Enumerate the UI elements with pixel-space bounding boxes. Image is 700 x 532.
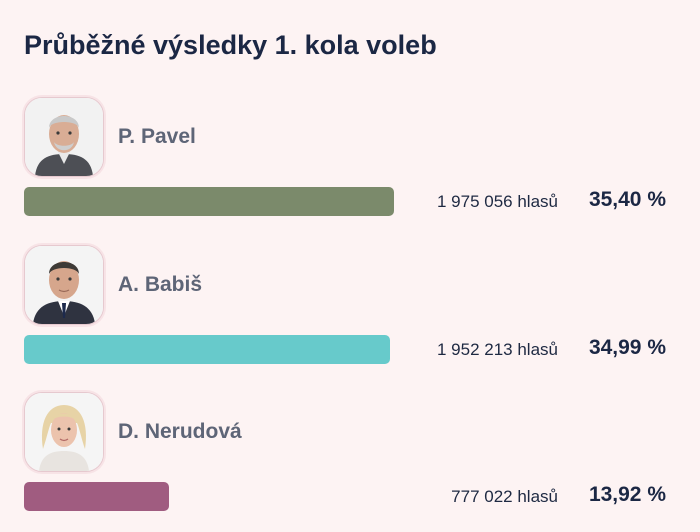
vote-count: 1 975 056 hlasů	[437, 192, 558, 211]
candidate-name: P. Pavel	[118, 125, 196, 148]
vote-count: 777 022 hlasů	[451, 487, 558, 506]
candidate-name: D. Nerudová	[118, 420, 242, 443]
candidate-row-nerudova: D. Nerudová 777 022 hlasů 13,92 %	[0, 392, 700, 532]
result-bar-track	[24, 482, 394, 511]
result-bar-track	[24, 187, 394, 216]
candidate-row-babis: A. Babiš 1 952 213 hlasů 34,99 %	[0, 245, 700, 385]
result-bar	[24, 335, 390, 364]
candidate-portrait-icon	[25, 393, 103, 471]
candidate-row-pavel: P. Pavel 1 975 056 hlasů 35,40 %	[0, 97, 700, 237]
candidate-photo-pavel	[24, 97, 104, 177]
vote-percentage: 35,40 %	[588, 188, 666, 211]
candidate-name: A. Babiš	[118, 273, 203, 296]
candidate-photo-nerudova	[24, 392, 104, 472]
candidate-photo-babis	[24, 245, 104, 325]
result-bar-track	[24, 335, 394, 364]
result-bar	[24, 187, 394, 216]
vote-count: 1 952 213 hlasů	[437, 340, 558, 359]
page-title: Průběžné výsledky 1. kola voleb	[24, 30, 437, 60]
result-bar	[24, 482, 170, 511]
candidate-portrait-icon	[25, 98, 103, 176]
vote-percentage: 34,99 %	[588, 336, 666, 359]
vote-percentage: 13,92 %	[588, 483, 666, 506]
candidate-portrait-icon	[25, 246, 103, 324]
